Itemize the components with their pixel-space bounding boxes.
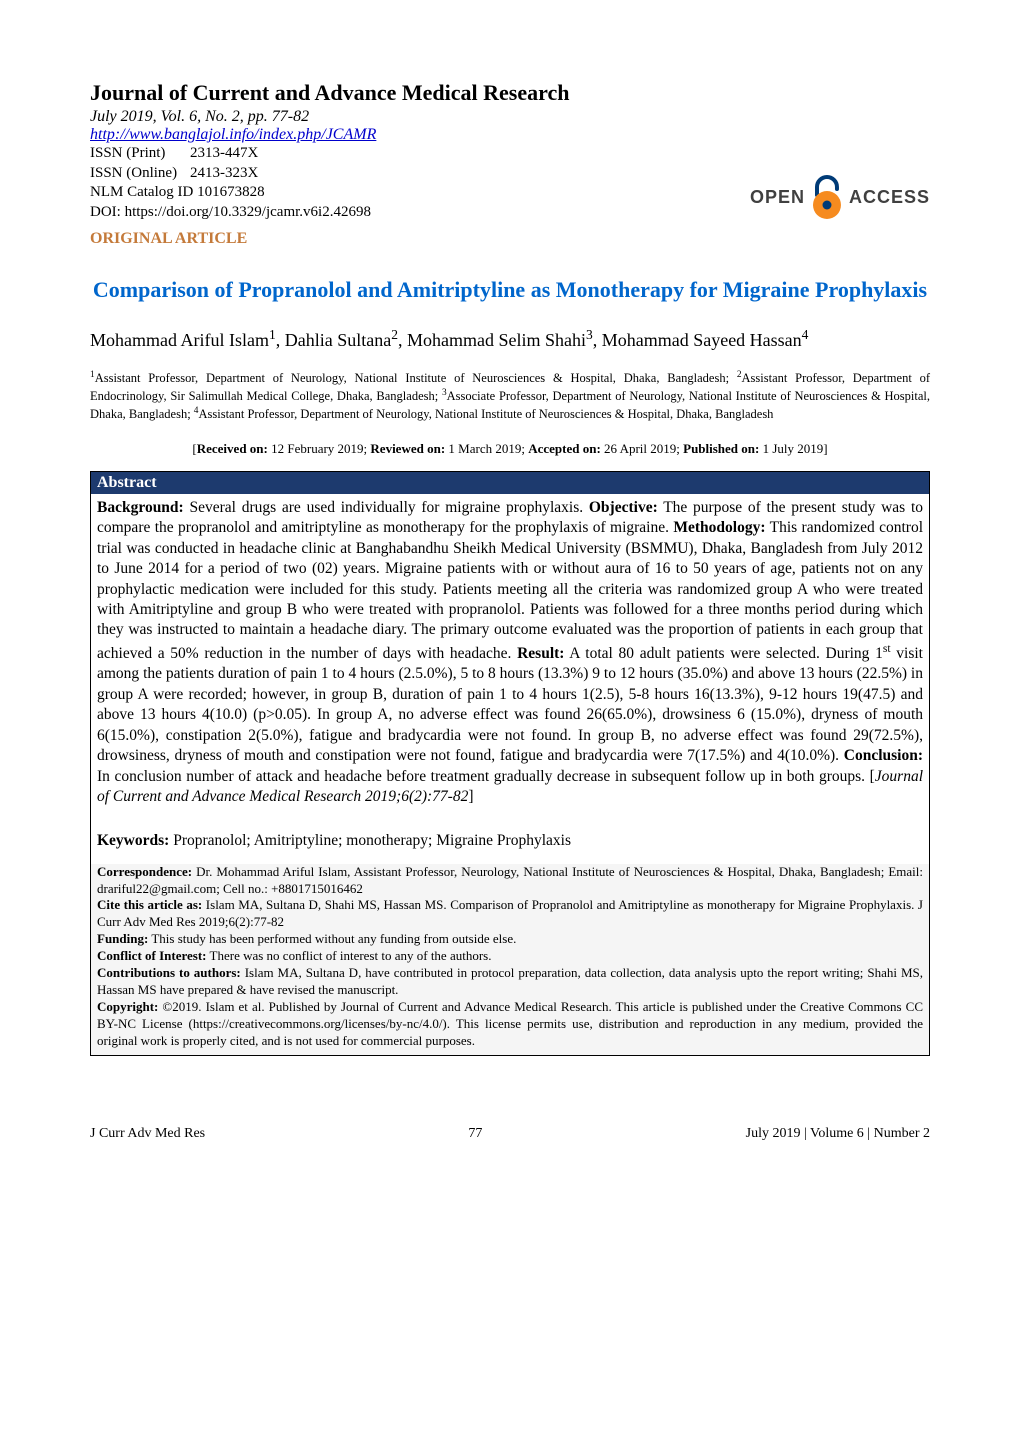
journal-url[interactable]: http://www.banglajol.info/index.php/JCAM…	[90, 126, 376, 143]
open-access-badge: OPEN ACCESS	[750, 170, 930, 225]
abstract-header: Abstract	[91, 472, 929, 494]
contributions: Contributions to authors: Islam MA, Sult…	[97, 965, 923, 999]
issue-info: July 2019, Vol. 6, No. 2, pp. 77-82	[90, 108, 930, 126]
article-dates: [Received on: 12 February 2019; Reviewed…	[90, 441, 930, 457]
header: Journal of Current and Advance Medical R…	[90, 80, 930, 248]
open-text: OPEN	[750, 187, 805, 208]
journal-name: Journal of Current and Advance Medical R…	[90, 80, 930, 106]
issn-online-value: 2413-323X	[190, 164, 258, 184]
footer-issue: July 2019 | Volume 6 | Number 2	[746, 1126, 930, 1142]
meta-block: Correspondence: Dr. Mohammad Ariful Isla…	[91, 864, 929, 1056]
open-access-icon	[809, 173, 845, 223]
copyright: Copyright: ©2019. Islam et al. Published…	[97, 999, 923, 1050]
issn-print-value: 2313-447X	[190, 144, 258, 164]
access-text: ACCESS	[849, 187, 930, 208]
issn-online-label: ISSN (Online)	[90, 164, 190, 184]
page-footer: J Curr Adv Med Res 77 July 2019 | Volume…	[90, 1126, 930, 1142]
issn-print-label: ISSN (Print)	[90, 144, 190, 164]
funding: Funding: This study has been performed w…	[97, 931, 923, 948]
affiliations: 1Assistant Professor, Department of Neur…	[90, 369, 930, 423]
keywords: Keywords: Propranolol; Amitriptyline; mo…	[91, 814, 929, 864]
cite-as: Cite this article as: Islam MA, Sultana …	[97, 897, 923, 931]
correspondence: Correspondence: Dr. Mohammad Ariful Isla…	[97, 864, 923, 898]
abstract-body: Background: Several drugs are used indiv…	[91, 494, 929, 814]
footer-page-number: 77	[468, 1126, 482, 1142]
abstract-box: Abstract Background: Several drugs are u…	[90, 471, 930, 1057]
conflict-of-interest: Conflict of Interest: There was no confl…	[97, 948, 923, 965]
footer-journal-abbrev: J Curr Adv Med Res	[90, 1126, 205, 1142]
article-type: ORIGINAL ARTICLE	[90, 230, 930, 248]
authors: Mohammad Ariful Islam1, Dahlia Sultana2,…	[90, 327, 930, 351]
article-title: Comparison of Propranolol and Amitriptyl…	[90, 276, 930, 305]
